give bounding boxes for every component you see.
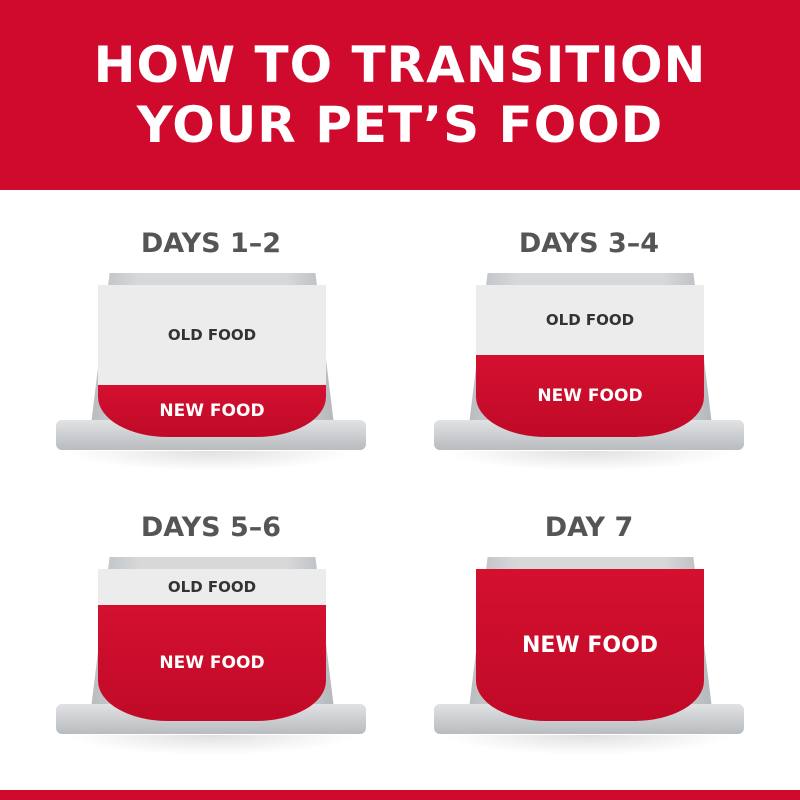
day-label: DAYS 1–2 — [140, 228, 282, 259]
new-food-portion: NEW FOOD — [476, 354, 704, 437]
bowl-shadow — [444, 451, 734, 471]
day-label: DAYS 3–4 — [518, 228, 660, 259]
bowl-shadow — [66, 735, 356, 755]
bowl-shadow — [444, 735, 734, 755]
bowl-contents: OLD FOOD NEW FOOD — [476, 285, 704, 437]
old-food-portion: OLD FOOD — [167, 578, 257, 597]
title-line-1: HOW TO TRANSITION — [93, 36, 707, 94]
old-food-portion: OLD FOOD — [545, 310, 635, 329]
bowl-contents: OLD FOOD NEW FOOD — [98, 569, 326, 721]
old-food-portion: OLD FOOD — [167, 326, 257, 345]
new-food-portion: NEW FOOD — [476, 569, 704, 721]
food-bowl: OLD FOOD NEW FOOD — [56, 273, 366, 473]
food-bowl: OLD FOOD NEW FOOD — [434, 273, 744, 473]
footer-stripe — [0, 790, 800, 800]
day-label: DAYS 5–6 — [140, 512, 282, 543]
new-food-portion: NEW FOOD — [98, 605, 326, 721]
day-label: DAY 7 — [544, 512, 634, 543]
food-bowl: NEW FOOD — [434, 557, 744, 757]
bowl-contents: NEW FOOD — [476, 569, 704, 721]
bowl-contents: OLD FOOD NEW FOOD — [98, 285, 326, 437]
bowl-shadow — [66, 451, 356, 471]
title-line-2: YOUR PET’S FOOD — [136, 96, 664, 154]
new-food-portion: NEW FOOD — [98, 385, 326, 437]
food-bowl: OLD FOOD NEW FOOD — [56, 557, 366, 757]
title-banner: HOW TO TRANSITION YOUR PET’S FOOD — [0, 0, 800, 190]
